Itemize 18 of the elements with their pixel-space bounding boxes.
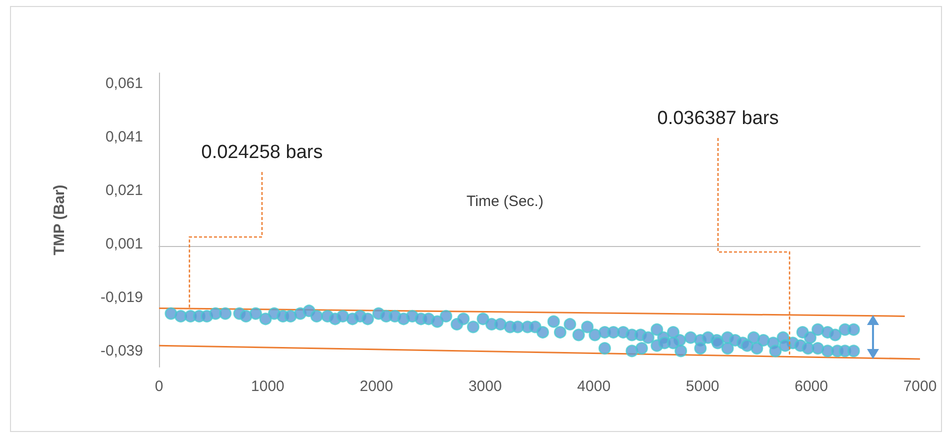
- x-tick-label: 0: [154, 378, 164, 395]
- x-tick-label: 2000: [360, 378, 394, 395]
- x-tick-label: 6000: [794, 378, 828, 395]
- y-tick-label: 0,041: [105, 128, 143, 146]
- y-tick-label: 0,061: [105, 75, 143, 92]
- y-axis-title: TMP (Bar): [51, 184, 68, 256]
- x-tick-label: 5000: [686, 378, 720, 395]
- x-tick-label: 1000: [251, 378, 284, 395]
- x-tick-label: 4000: [577, 378, 611, 395]
- annotation: 0.036387 bars: [657, 108, 779, 130]
- x-axis-title: Time (Sec.): [466, 193, 544, 210]
- y-tick-label: -0,019: [100, 289, 143, 306]
- y-tick-label: 0,021: [105, 182, 143, 200]
- y-tick-label: -0,039: [100, 342, 143, 360]
- annotation: 0.024258 bars: [201, 142, 323, 164]
- y-tick-label: 0,001: [105, 236, 143, 253]
- x-tick-label: 3000: [468, 378, 502, 395]
- x-tick-label: 7000: [903, 378, 937, 395]
